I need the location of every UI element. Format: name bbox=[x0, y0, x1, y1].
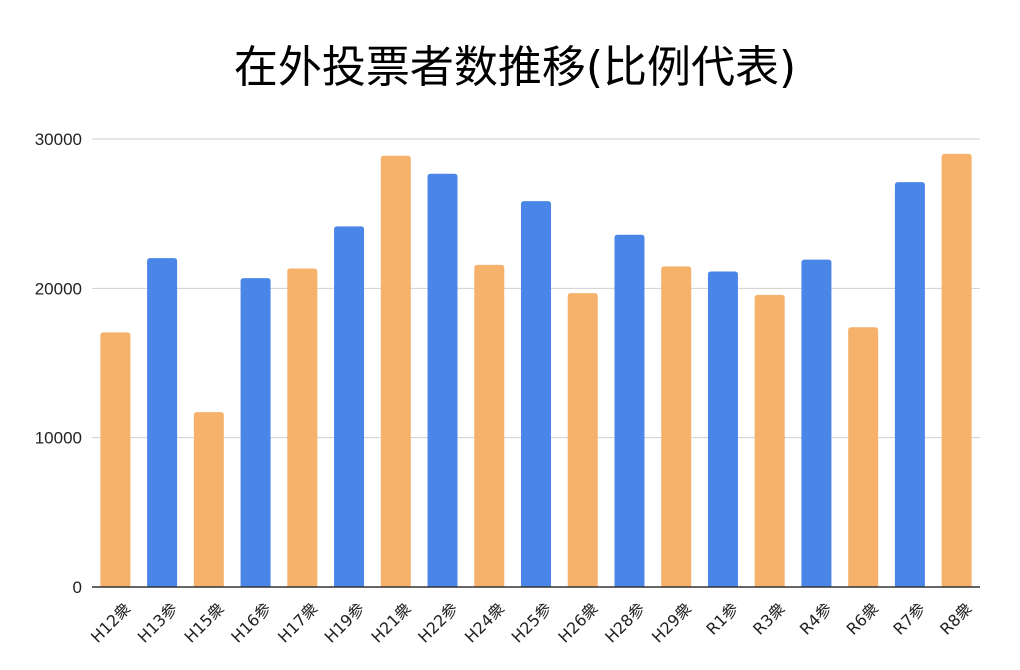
x-tick-label: H28参 bbox=[601, 599, 649, 647]
x-axis-labels: H12衆 H13参 H15衆 H16参 H17衆 H19参 H21衆 H22参 H24衆 H25参… bbox=[87, 599, 976, 647]
x-tick-label: H13参 bbox=[134, 599, 182, 647]
x-tick-label: H29衆 bbox=[648, 599, 696, 647]
x-tick-label: H21衆 bbox=[367, 599, 415, 647]
bar-H15衆 bbox=[193, 412, 224, 587]
x-tick-label: H22参 bbox=[414, 599, 462, 647]
y-tick-label: 20000 bbox=[35, 279, 82, 298]
bar-H12衆 bbox=[100, 332, 131, 587]
x-tick-label: H15衆 bbox=[180, 599, 228, 647]
x-tick-label: H16参 bbox=[227, 599, 275, 647]
bar-H13参 bbox=[147, 258, 178, 587]
x-tick-label: R4参 bbox=[796, 599, 836, 639]
bar-H21衆 bbox=[380, 155, 411, 587]
x-tick-label: R6衆 bbox=[843, 599, 883, 639]
bar-H16参 bbox=[240, 278, 271, 587]
y-tick-label: 0 bbox=[73, 578, 82, 597]
bar-R6衆 bbox=[848, 327, 879, 587]
x-tick-label: H12衆 bbox=[87, 599, 135, 647]
y-tick-label: 30000 bbox=[35, 130, 82, 149]
x-tick-label: R7参 bbox=[889, 599, 929, 639]
x-tick-label: R1参 bbox=[702, 599, 742, 639]
bar-H22参 bbox=[427, 173, 458, 587]
bar-R7参 bbox=[894, 182, 925, 587]
bar-R4参 bbox=[801, 259, 832, 587]
bar-H24衆 bbox=[474, 264, 505, 587]
chart-title: 在外投票者数推移(比例代表) bbox=[234, 42, 796, 93]
x-tick-label: R3衆 bbox=[749, 599, 789, 639]
bars bbox=[100, 153, 972, 588]
x-tick-label: R8衆 bbox=[936, 599, 976, 639]
bar-H25参 bbox=[521, 201, 551, 587]
bar-H19参 bbox=[334, 226, 365, 588]
bar-H28参 bbox=[614, 234, 645, 588]
x-tick-label: H26衆 bbox=[554, 599, 602, 647]
bar-H29衆 bbox=[661, 266, 692, 587]
x-tick-label: H19参 bbox=[321, 599, 369, 647]
bar-R8衆 bbox=[941, 153, 972, 587]
x-tick-label: H25参 bbox=[508, 599, 556, 647]
bar-H26衆 bbox=[567, 293, 598, 587]
x-tick-label: H17衆 bbox=[274, 599, 322, 647]
y-axis-ticks: 0 10000 20000 30000 bbox=[35, 130, 82, 597]
y-tick-label: 10000 bbox=[35, 429, 82, 448]
x-tick-label: H24衆 bbox=[461, 599, 509, 647]
bar-R1参 bbox=[707, 271, 738, 587]
bar-H17衆 bbox=[287, 268, 318, 587]
bar-R3衆 bbox=[754, 294, 785, 587]
